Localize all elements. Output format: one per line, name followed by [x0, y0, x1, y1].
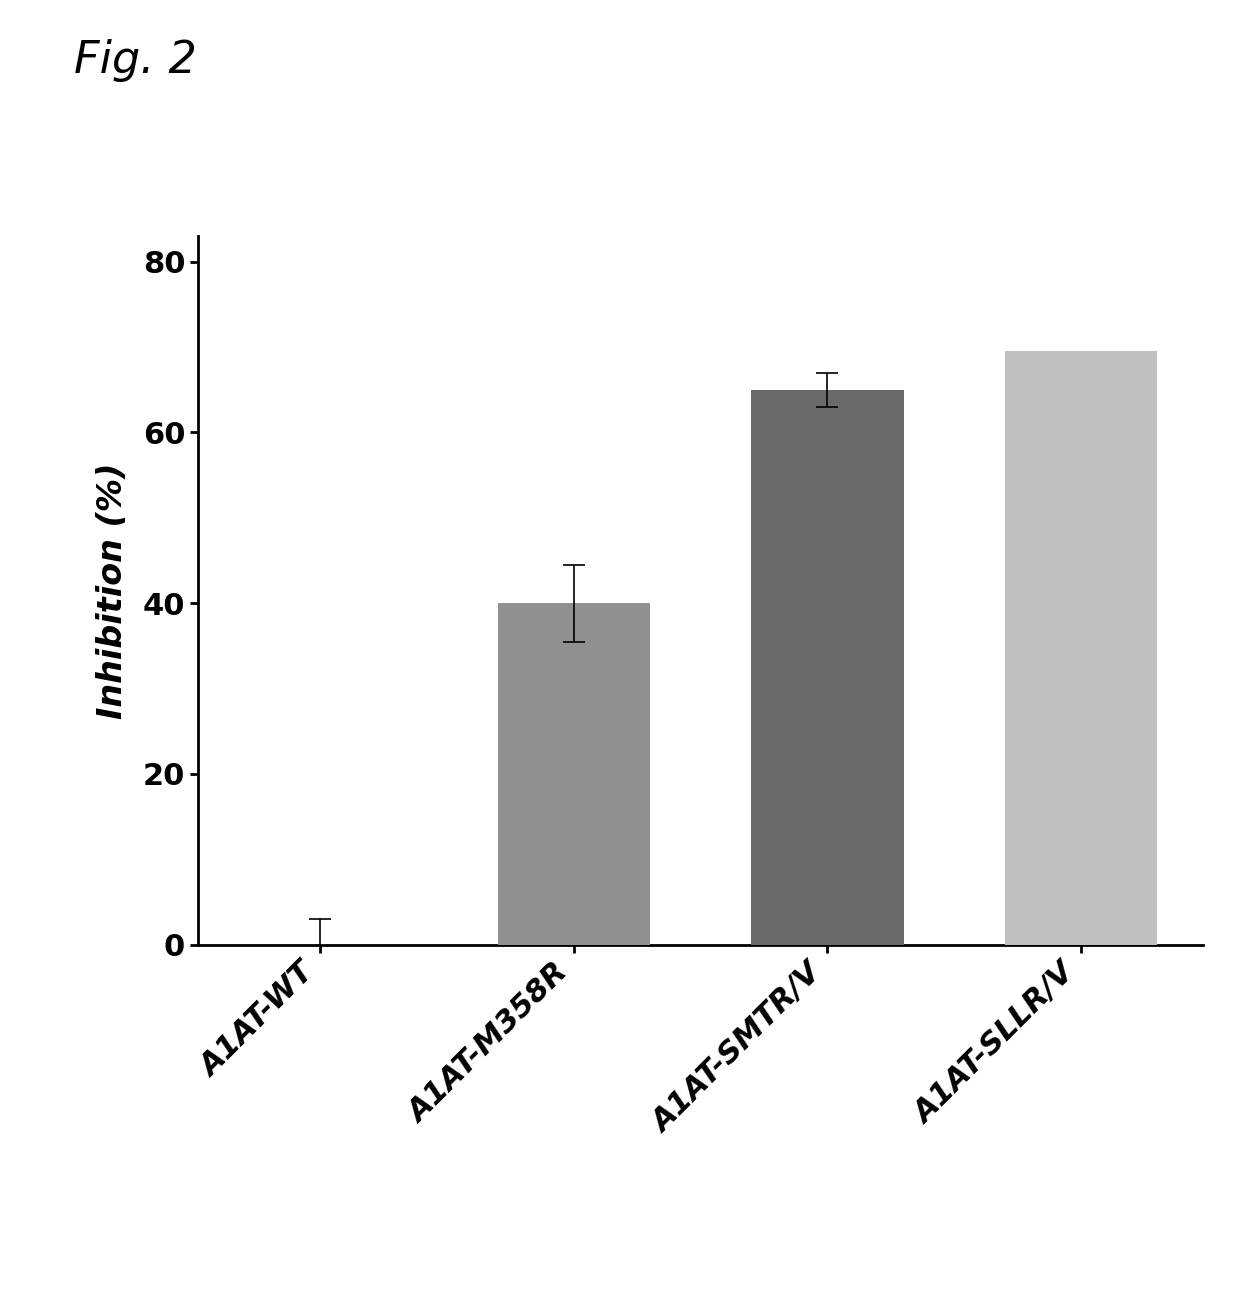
- Bar: [1004, 352, 1157, 945]
- Y-axis label: Inhibition (%): Inhibition (%): [95, 462, 129, 719]
- Bar: [751, 390, 904, 945]
- Text: Fig. 2: Fig. 2: [74, 39, 197, 83]
- Bar: [497, 604, 650, 945]
